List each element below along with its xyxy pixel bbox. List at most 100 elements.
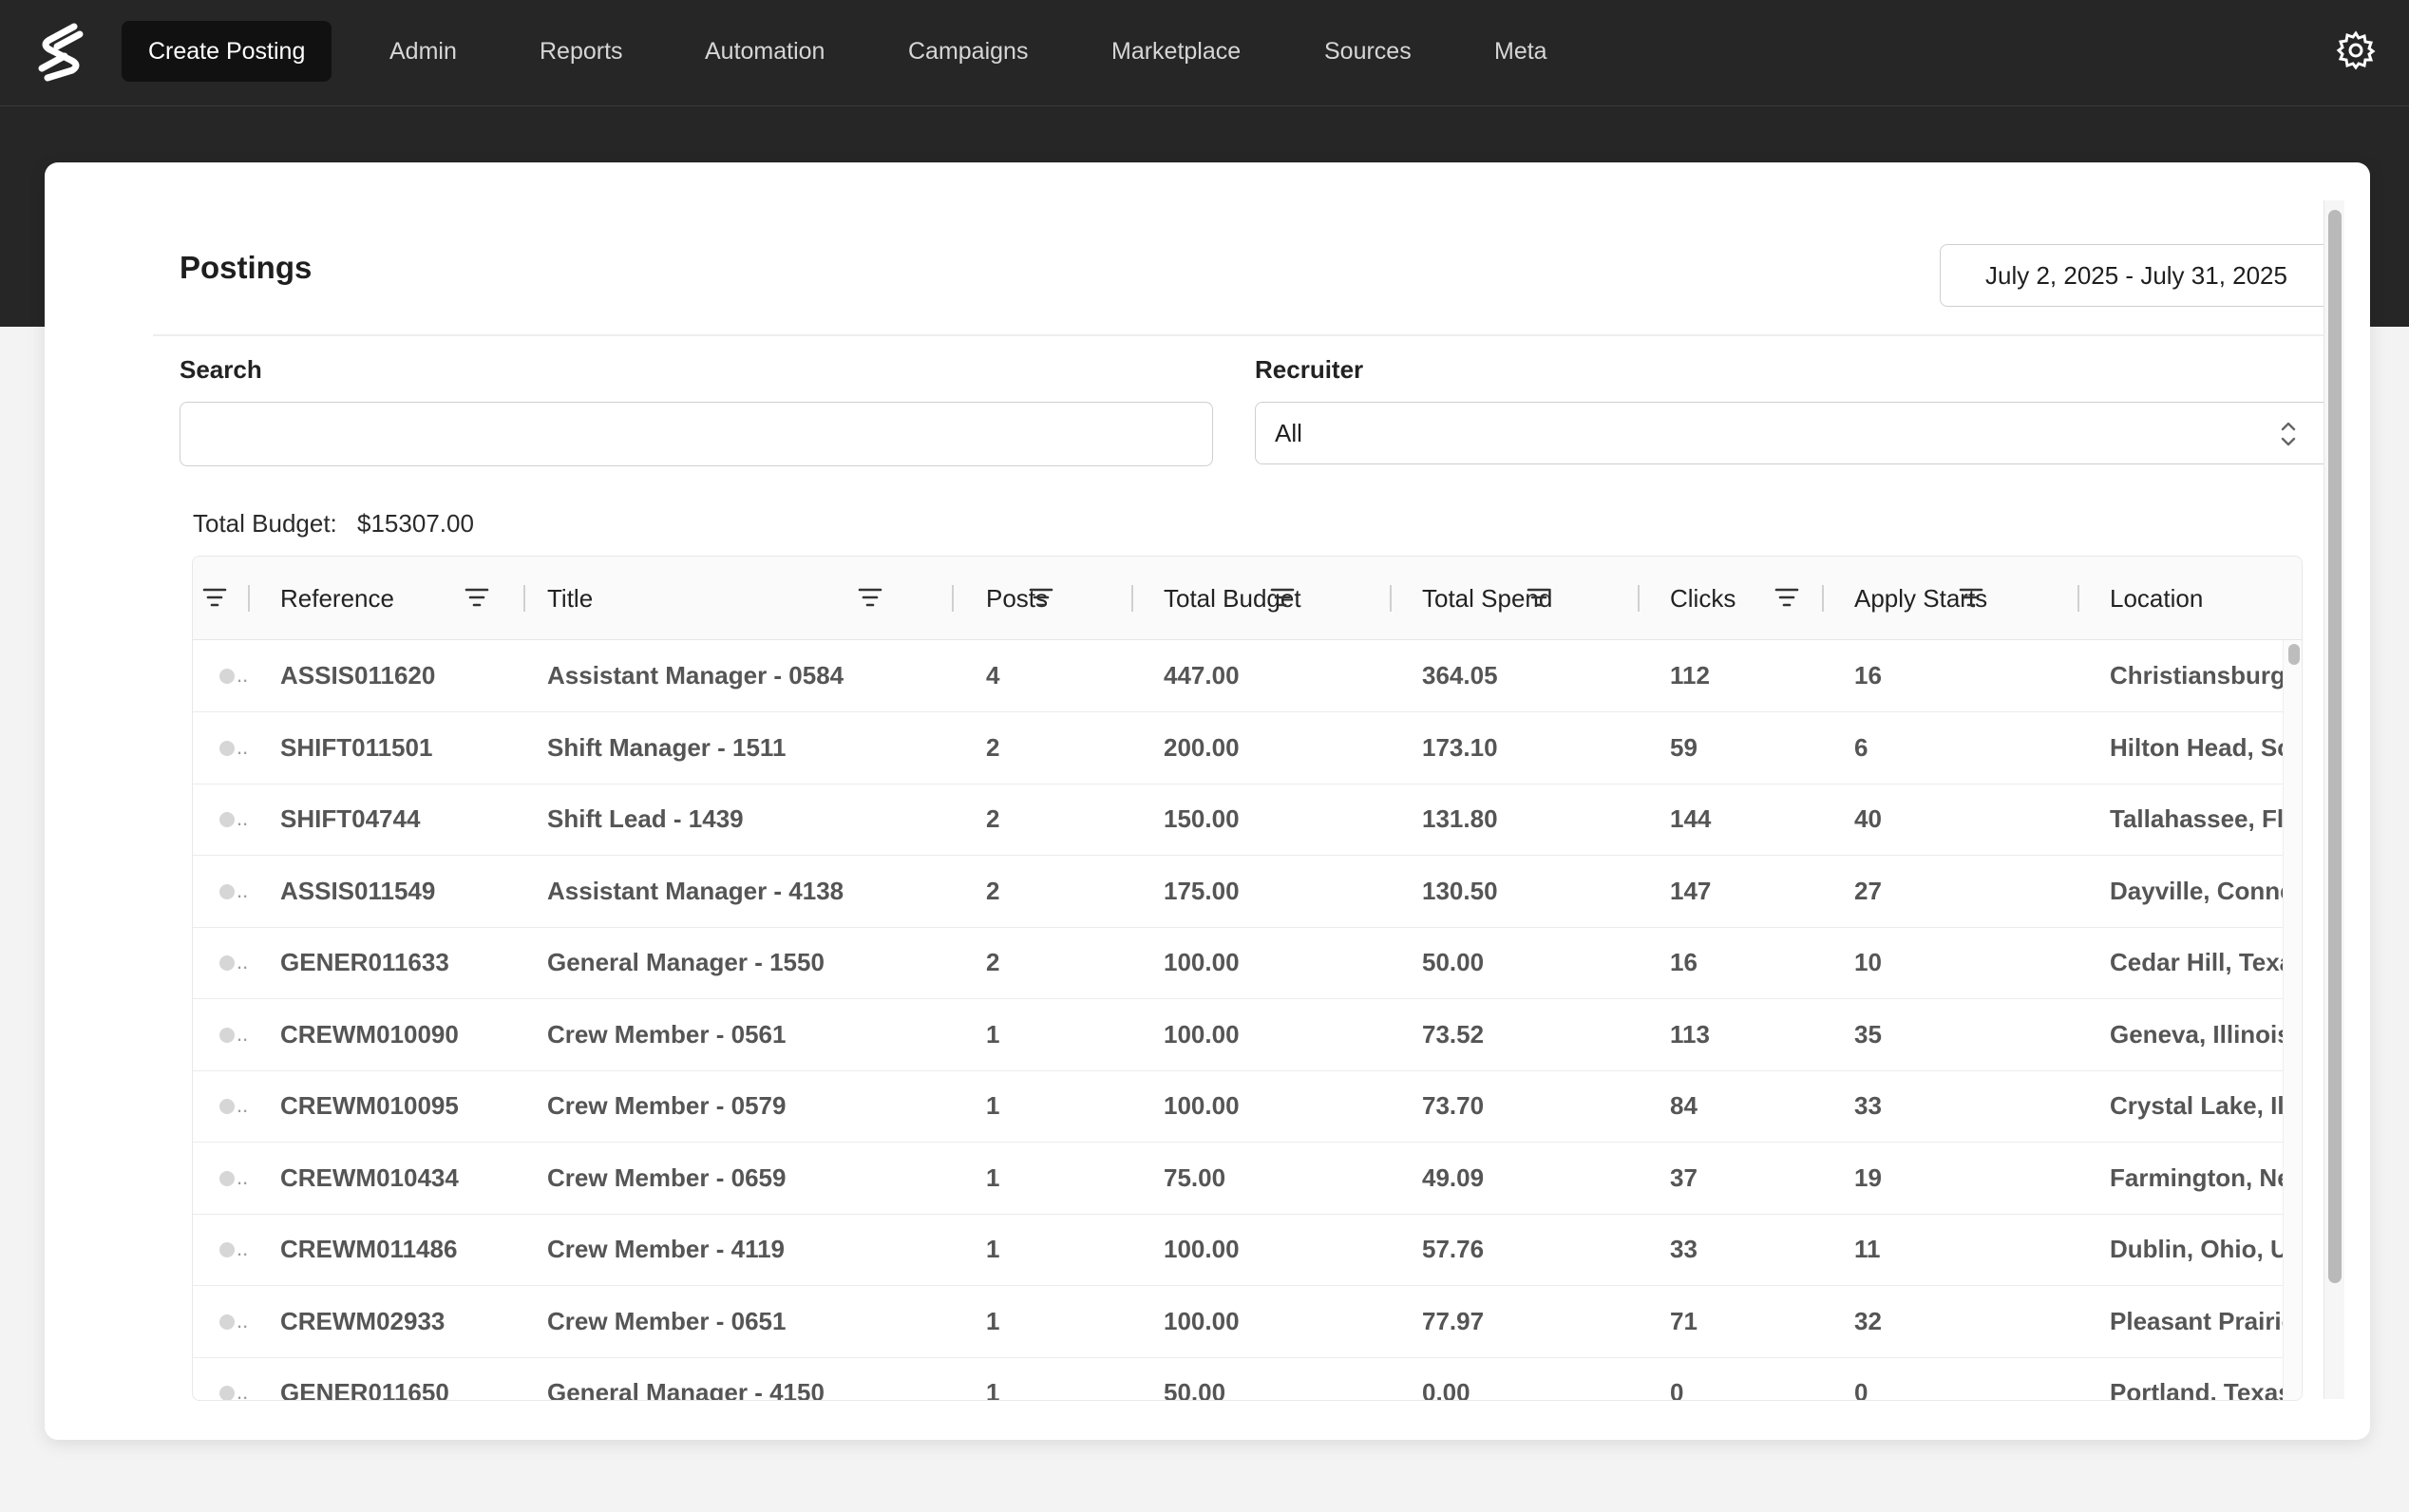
cell-apply-starts: 10 [1854, 948, 1882, 976]
cell-location: Cedar Hill, Texa [2110, 948, 2283, 976]
column-separator[interactable] [1390, 585, 1392, 612]
table-row[interactable]: .. GENER011650 General Manager - 4150 1 50.0… [193, 1357, 2283, 1401]
cell-reference: CREWM010434 [280, 1162, 459, 1192]
column-header-reference[interactable]: Reference [280, 583, 394, 613]
table-row[interactable]: .. CREWM011486 Crew Member - 4119 1 100.00 57… [193, 1214, 2283, 1286]
nav-reports[interactable]: Reports [540, 37, 623, 65]
cell-location: Dublin, Ohio, U [2110, 1235, 2283, 1263]
column-separator[interactable] [952, 585, 954, 612]
column-header-location[interactable]: Location [2110, 583, 2204, 613]
cell-title: Crew Member - 0651 [547, 1306, 787, 1335]
cell-clicks: 71 [1670, 1306, 1698, 1335]
truncated-status: .. [237, 1380, 249, 1401]
status-dot-icon [219, 1314, 235, 1330]
cell-clicks: 144 [1670, 804, 1712, 833]
column-header-clicks[interactable]: Clicks [1670, 583, 1736, 613]
cell-title: Crew Member - 0579 [547, 1091, 787, 1120]
cell-apply-starts: 32 [1854, 1306, 1882, 1335]
table-scrollbar-thumb[interactable] [2288, 644, 2300, 665]
cell-posts: 1 [986, 1019, 1000, 1049]
nav-admin[interactable]: Admin [389, 37, 457, 65]
cell-posts: 1 [986, 1091, 1000, 1120]
cell-location: Portland, Texas [2110, 1378, 2283, 1401]
filter-icon-posts[interactable] [1029, 587, 1053, 608]
recruiter-select[interactable]: All [1255, 402, 2333, 464]
table-row[interactable]: .. CREWM02933 Crew Member - 0651 1 100.00 77.… [193, 1286, 2283, 1358]
nav-campaigns[interactable]: Campaigns [908, 37, 1029, 65]
table-row[interactable]: .. CREWM010434 Crew Member - 0659 1 75.00 49.… [193, 1143, 2283, 1215]
filter-icon-total-budget[interactable] [1270, 587, 1295, 608]
cell-reference: CREWM010095 [280, 1091, 459, 1120]
column-header-title[interactable]: Title [547, 583, 594, 613]
filter-icon-title[interactable] [858, 587, 882, 608]
nav-meta[interactable]: Meta [1494, 37, 1547, 65]
cell-total-spend: 130.50 [1422, 876, 1498, 905]
table-scrollbar[interactable] [2283, 640, 2302, 1400]
column-separator[interactable] [1822, 585, 1824, 612]
table-row[interactable]: .. CREWM010090 Crew Member - 0561 1 100.00 73… [193, 999, 2283, 1071]
truncated-status: .. [237, 734, 249, 759]
table-body: .. ASSIS011620 Assistant Manager - 0584 4 44… [193, 640, 2283, 1401]
cell-reference: ASSIS011549 [280, 876, 436, 905]
cell-title: Crew Member - 0561 [547, 1019, 787, 1049]
filter-icon-apply-starts[interactable] [1959, 587, 1983, 608]
column-separator[interactable] [523, 585, 525, 612]
filter-icon-clicks[interactable] [1774, 587, 1799, 608]
cell-total-spend: 50.00 [1422, 948, 1485, 976]
recruiter-select-value: All [1275, 418, 1302, 447]
truncated-status: .. [237, 1237, 249, 1260]
table-row[interactable]: .. CREWM010095 Crew Member - 0579 1 100.00 73… [193, 1070, 2283, 1143]
status-dot-icon [219, 1170, 235, 1186]
table-row[interactable]: .. ASSIS011549 Assistant Manager - 4138 2 17… [193, 856, 2283, 928]
page-scrollbar-thumb[interactable] [2328, 210, 2342, 1283]
page-scrollbar[interactable] [2324, 200, 2344, 1399]
cell-posts: 4 [986, 661, 1000, 690]
column-header-total-spend[interactable]: Total Spend [1422, 583, 1553, 613]
brand-s-logo-icon[interactable] [36, 21, 85, 82]
cell-reference: GENER011633 [280, 948, 449, 976]
cell-posts: 1 [986, 1162, 1000, 1192]
table-row[interactable]: .. SHIFT011501 Shift Manager - 1511 2 200.00… [193, 712, 2283, 784]
cell-title: Assistant Manager - 4138 [547, 876, 844, 905]
filter-icon-reference[interactable] [465, 587, 489, 608]
chevron-up-down-icon [2281, 422, 2296, 446]
table-row[interactable]: .. SHIFT04744 Shift Lead - 1439 2 150.00 131.… [193, 784, 2283, 856]
cell-posts: 2 [986, 948, 1000, 976]
gear-icon[interactable] [2336, 30, 2376, 70]
cell-posts: 2 [986, 804, 1000, 833]
cell-clicks: 16 [1670, 948, 1698, 976]
date-range-picker[interactable]: July 2, 2025 - July 31, 2025 [1940, 244, 2333, 307]
cell-total-budget: 75.00 [1164, 1162, 1226, 1192]
column-separator[interactable] [1638, 585, 1640, 612]
cell-location: Pleasant Prairie [2110, 1306, 2283, 1335]
search-input[interactable] [180, 402, 1213, 466]
cell-posts: 1 [986, 1306, 1000, 1335]
cell-reference: SHIFT011501 [280, 732, 433, 762]
column-separator[interactable] [2077, 585, 2079, 612]
cell-apply-starts: 27 [1854, 876, 1882, 905]
cell-total-budget: 175.00 [1164, 876, 1240, 905]
column-separator[interactable] [248, 585, 250, 612]
cell-total-budget: 100.00 [1164, 948, 1240, 976]
table-row[interactable]: .. GENER011633 General Manager - 1550 2 100.… [193, 927, 2283, 999]
table-row[interactable]: .. ASSIS011620 Assistant Manager - 0584 4 44… [193, 640, 2283, 712]
status-dot-icon [219, 1386, 235, 1400]
status-dot-icon [219, 1027, 235, 1043]
nav-marketplace[interactable]: Marketplace [1111, 37, 1242, 65]
cell-apply-starts: 19 [1854, 1162, 1882, 1192]
cell-location: Geneva, Illinois [2110, 1019, 2283, 1049]
truncated-status: .. [237, 950, 249, 973]
nav-create-posting[interactable]: Create Posting [122, 21, 332, 82]
nav-sources[interactable]: Sources [1324, 37, 1412, 65]
column-separator[interactable] [1131, 585, 1133, 612]
postings-table: Reference Title Posts Total Budget Total Spe… [192, 556, 2303, 1401]
cell-total-spend: 49.09 [1422, 1162, 1485, 1192]
cell-total-spend: 364.05 [1422, 661, 1498, 690]
status-dot-icon [219, 812, 235, 827]
nav-automation[interactable]: Automation [705, 37, 825, 65]
cell-total-budget: 100.00 [1164, 1019, 1240, 1049]
cell-apply-starts: 11 [1854, 1235, 1881, 1263]
filter-icon-total-spend[interactable] [1527, 587, 1551, 608]
filter-icon-select-column[interactable] [202, 587, 227, 608]
cell-title: General Manager - 4150 [547, 1378, 825, 1401]
